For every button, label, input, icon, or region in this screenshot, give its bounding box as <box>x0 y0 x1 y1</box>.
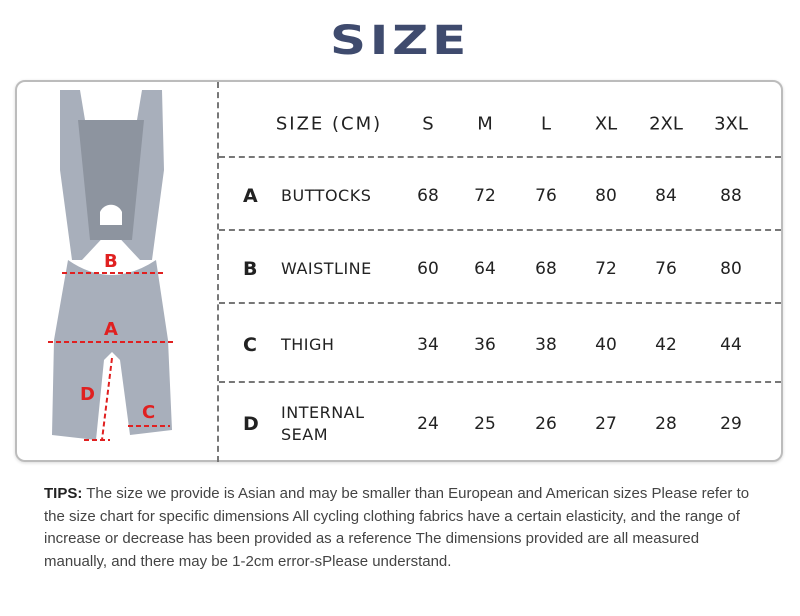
row-letter: A <box>243 185 258 207</box>
divider <box>219 381 781 383</box>
table-cell: 76 <box>655 259 677 279</box>
table-cell: 29 <box>720 414 742 434</box>
table-cell: 28 <box>655 414 677 434</box>
tips-text: TIPS: The size we provide is Asian and m… <box>44 483 764 573</box>
divider <box>219 229 781 231</box>
table-cell: 44 <box>720 335 742 355</box>
size-header: 2XL <box>649 113 683 135</box>
table-cell: 42 <box>655 335 677 355</box>
page-title: SIZE <box>329 18 471 64</box>
size-chart-card <box>15 80 783 462</box>
marker-a: A <box>104 319 118 340</box>
table-cell: 24 <box>417 414 439 434</box>
divider <box>219 302 781 304</box>
table-cell: 36 <box>474 335 496 355</box>
table-cell: 34 <box>417 335 439 355</box>
table-cell: 88 <box>720 186 742 206</box>
table-cell: 72 <box>595 259 617 279</box>
table-cell: 25 <box>474 414 496 434</box>
table-cell: 64 <box>474 259 496 279</box>
marker-c: C <box>142 402 155 423</box>
row-letter: B <box>243 258 258 280</box>
table-cell: 27 <box>595 414 617 434</box>
tips-label: TIPS: <box>44 485 83 502</box>
row-letter: C <box>243 334 257 356</box>
row-name: THIGH <box>281 335 335 354</box>
size-header: 3XL <box>714 113 748 135</box>
table-cell: 68 <box>535 259 557 279</box>
row-name: BUTTOCKS <box>281 186 372 205</box>
table-cell: 60 <box>417 259 439 279</box>
table-cell: 72 <box>474 186 496 206</box>
size-header: M <box>477 113 493 135</box>
table-cell: 84 <box>655 186 677 206</box>
row-name: WAISTLINE <box>281 259 372 278</box>
table-cell: 26 <box>535 414 557 434</box>
table-cell: 40 <box>595 335 617 355</box>
marker-d: D <box>80 384 95 405</box>
table-cell: 80 <box>720 259 742 279</box>
table-cell: 68 <box>417 186 439 206</box>
size-header: XL <box>594 113 618 135</box>
row-letter: D <box>243 413 259 435</box>
bib-shorts-image: B A C D <box>48 90 174 441</box>
table-cell: 38 <box>535 335 557 355</box>
marker-b: B <box>104 251 118 272</box>
tips-body: The size we provide is Asian and may be … <box>44 485 750 570</box>
table-cell: 80 <box>595 186 617 206</box>
header-label: SIZE (CM) <box>275 113 383 135</box>
size-header: S <box>422 113 434 135</box>
divider <box>217 82 219 462</box>
size-header: L <box>540 113 552 135</box>
table-cell: 76 <box>535 186 557 206</box>
divider <box>219 156 781 158</box>
row-name: INTERNAL SEAM <box>281 403 365 444</box>
